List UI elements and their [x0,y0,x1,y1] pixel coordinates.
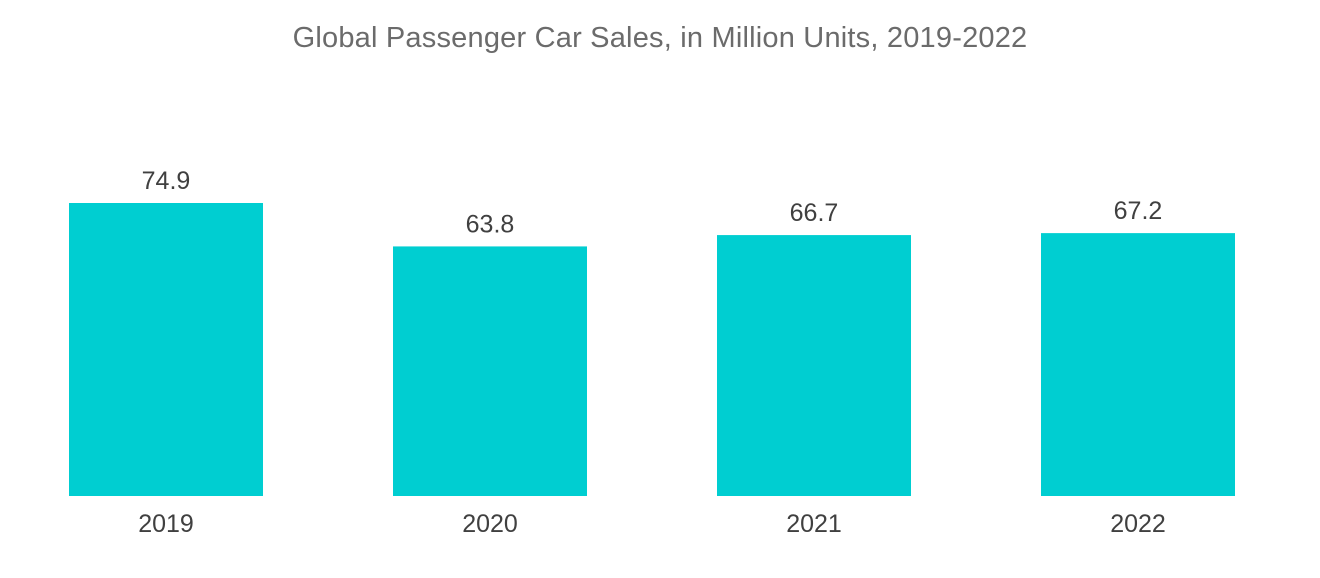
value-labels-group: 74.9 63.8 66.7 67.2 [142,167,1163,238]
x-tick-label-2021: 2021 [786,510,842,538]
data-label-2021: 66.7 [790,199,839,227]
data-label-2019: 74.9 [142,167,191,195]
bar-2019 [69,203,263,496]
x-tick-label-2020: 2020 [462,510,518,538]
x-tick-label-2019: 2019 [138,510,194,538]
data-label-2020: 63.8 [466,210,515,238]
data-label-2022: 67.2 [1114,197,1163,225]
bar-2020 [393,246,587,496]
x-tick-label-2022: 2022 [1110,510,1166,538]
bar-2022 [1041,233,1235,496]
bars-group [69,203,1235,496]
bar-2021 [717,235,911,496]
tick-labels-group: 2019 2020 2021 2022 [138,510,1166,538]
chart-title: Global Passenger Car Sales, in Million U… [292,22,1028,54]
